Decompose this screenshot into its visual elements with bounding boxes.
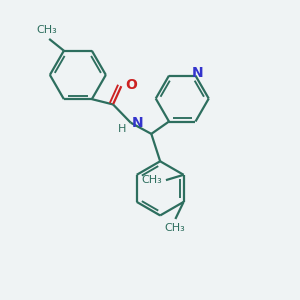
Text: CH₃: CH₃	[164, 223, 185, 233]
Text: H: H	[118, 124, 127, 134]
Text: O: O	[125, 78, 137, 92]
Text: N: N	[192, 66, 204, 80]
Text: CH₃: CH₃	[142, 175, 162, 185]
Text: N: N	[132, 116, 144, 130]
Text: CH₃: CH₃	[36, 26, 57, 35]
